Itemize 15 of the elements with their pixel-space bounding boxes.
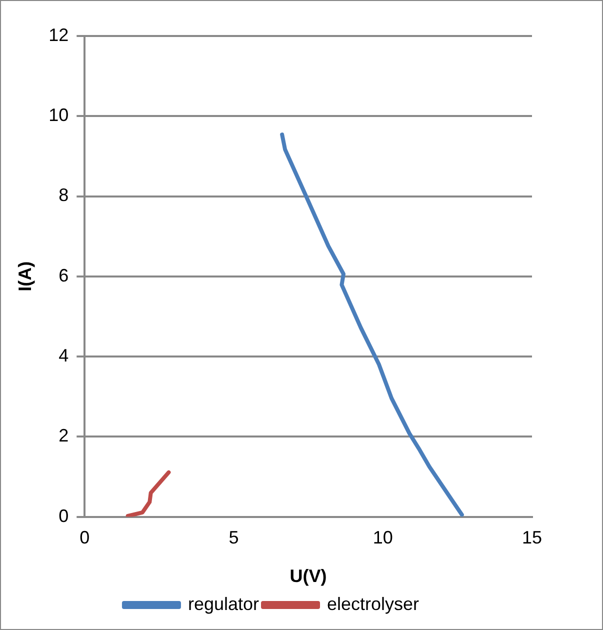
x-axis-title: U(V)	[290, 566, 327, 586]
legend-label: electrolyser	[327, 594, 420, 614]
y-axis-title: I(A)	[14, 261, 35, 292]
x-tick-label: 0	[80, 528, 90, 548]
y-tick-label: 8	[58, 185, 69, 206]
x-tick-label: 5	[228, 528, 239, 548]
legend-label: regulator	[188, 594, 260, 614]
y-tick-label: 10	[48, 105, 69, 126]
y-tick-label: 12	[48, 24, 69, 45]
y-tick-label: 4	[58, 346, 69, 366]
y-tick-label: 2	[58, 426, 69, 446]
y-tick-label: 0	[58, 506, 69, 526]
y-tick-label: 6	[58, 265, 69, 286]
x-tick-label: 15	[522, 528, 542, 548]
x-tick-label: 10	[372, 528, 393, 548]
